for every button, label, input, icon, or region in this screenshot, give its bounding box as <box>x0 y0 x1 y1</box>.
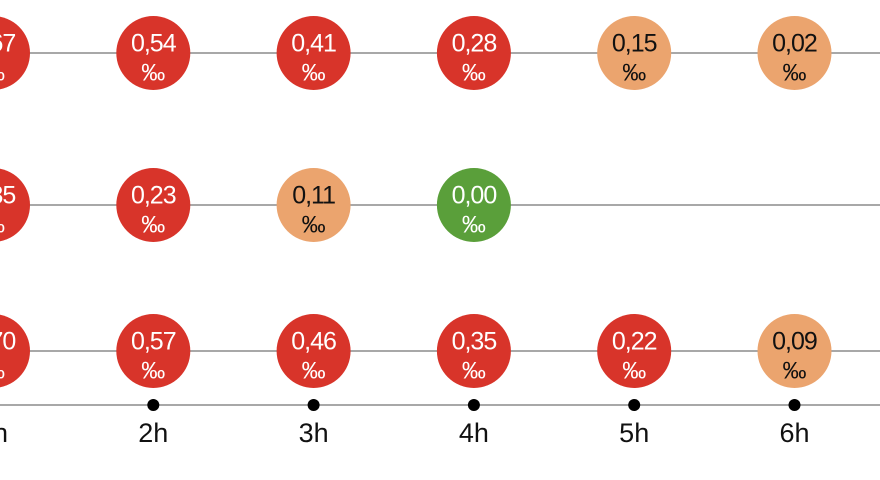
x-tick <box>307 399 320 411</box>
value-dot <box>116 16 191 90</box>
x-tick-label: 3h <box>299 418 329 448</box>
unit-label: ‰ <box>302 211 326 238</box>
unit-label: ‰ <box>622 357 646 384</box>
value-label: 0,41 <box>291 30 336 58</box>
value-label: 0,23 <box>131 182 176 210</box>
unit-label: ‰ <box>302 59 326 86</box>
value-dot <box>116 168 191 242</box>
unit-label: ‰ <box>302 357 326 384</box>
unit-label: ‰ <box>0 357 5 384</box>
value-label: 0,35 <box>452 328 497 356</box>
unit-label: ‰ <box>141 59 165 86</box>
value-dot <box>436 16 511 90</box>
unit-label: ‰ <box>462 211 486 238</box>
value-dot <box>0 16 30 90</box>
unit-label: ‰ <box>622 59 646 86</box>
value-dot <box>276 168 351 242</box>
value-label: 0,02 <box>772 30 817 58</box>
unit-label: ‰ <box>462 357 486 384</box>
value-dot <box>0 168 30 242</box>
value-dot <box>436 168 511 242</box>
x-tick <box>788 399 801 411</box>
value-label: 0,46 <box>291 328 336 356</box>
value-label: 0,35 <box>0 182 15 210</box>
x-tick <box>467 399 480 411</box>
value-label: 0,09 <box>772 328 817 356</box>
value-dot <box>276 314 351 388</box>
unit-label: ‰ <box>0 59 5 86</box>
x-tick-label: 4h <box>459 418 489 448</box>
value-label: 0,54 <box>131 30 177 58</box>
value-label: 0,11 <box>292 182 335 210</box>
value-label: 0,57 <box>131 328 176 356</box>
value-dot <box>597 16 672 90</box>
value-label: 0,67 <box>0 30 15 58</box>
unit-label: ‰ <box>783 59 807 86</box>
x-tick-label: 6h <box>779 418 809 448</box>
unit-label: ‰ <box>0 211 5 238</box>
value-dot <box>276 16 351 90</box>
value-label: 0,28 <box>452 30 497 58</box>
value-dot <box>436 314 511 388</box>
value-label: 0,22 <box>612 328 657 356</box>
value-label: 0,70 <box>0 328 15 356</box>
value-dot <box>116 314 191 388</box>
value-label: 0,00 <box>452 182 497 210</box>
unit-label: ‰ <box>462 59 486 86</box>
value-dot <box>597 314 672 388</box>
x-tick <box>628 399 641 411</box>
value-label: 0,15 <box>612 30 657 58</box>
unit-label: ‰ <box>783 357 807 384</box>
x-tick-label: 1h <box>0 418 8 448</box>
x-tick <box>147 399 160 411</box>
value-dot <box>757 16 832 90</box>
x-tick-label: 2h <box>138 418 168 448</box>
unit-label: ‰ <box>141 357 165 384</box>
x-tick-label: 5h <box>619 418 649 448</box>
value-dot <box>757 314 832 388</box>
value-dot <box>0 314 30 388</box>
unit-label: ‰ <box>141 211 165 238</box>
